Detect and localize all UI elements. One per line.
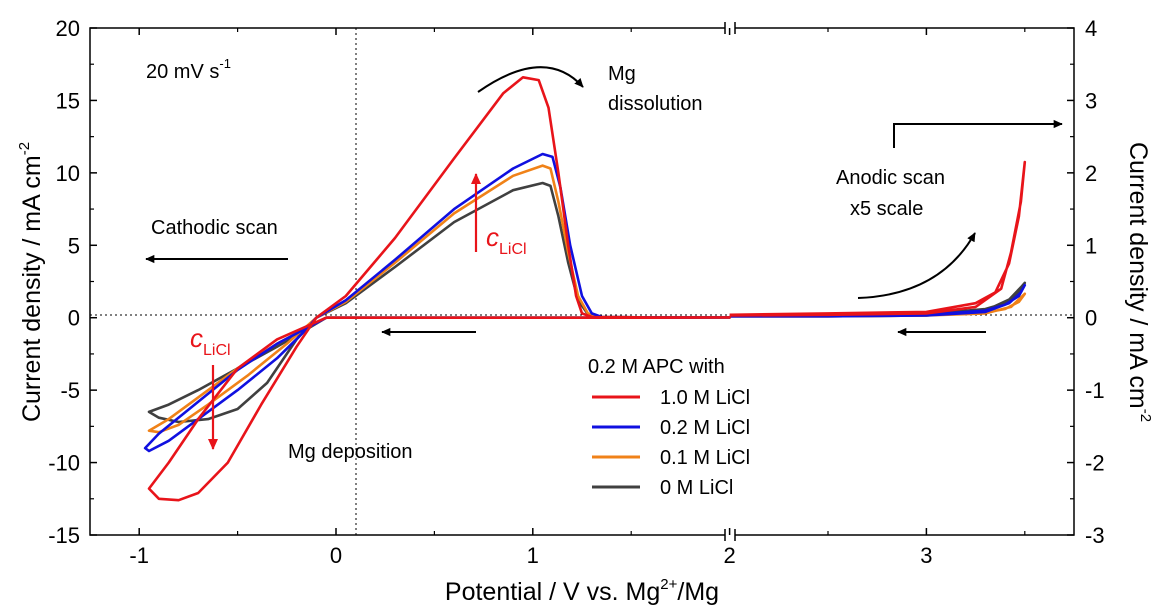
- y-right-tick-label: -2: [1085, 451, 1105, 476]
- y-right-tick-label: 1: [1085, 233, 1097, 258]
- y-left-tick-label: -5: [60, 378, 80, 403]
- y-left-tick-label: 20: [56, 16, 80, 41]
- x-tick-label: -1: [129, 543, 149, 568]
- series-line-1-0-m-licl: [147, 76, 731, 502]
- x-tick-label: 1: [527, 543, 539, 568]
- series-curves: [143, 76, 1027, 502]
- legend-entries: 1.0 M LiCl 0.2 M LiCl 0.1 M LiCl 0 M LiCl: [592, 387, 750, 499]
- x-axis-title: Potential / V vs. Mg2+/Mg: [445, 576, 719, 606]
- y-left-tick-label: -10: [48, 451, 80, 476]
- y-left-axis-ticks: -15 -10 -5 0 5 10 15 20: [48, 16, 97, 548]
- dissolution-arc-arrow: [477, 66, 584, 93]
- legend-entry-label: 0.1 M LiCl: [660, 447, 750, 469]
- y-right-tick-label: 3: [1085, 88, 1097, 113]
- y-right-tick-label: -1: [1085, 378, 1105, 403]
- right-axis-indicator-arrow: [893, 119, 1063, 148]
- y-left-tick-label: -15: [48, 523, 80, 548]
- mg-dissolution-label-line2: dissolution: [608, 93, 703, 115]
- anodic-scan-label-line1: Anodic scan: [836, 167, 945, 189]
- y-left-axis-title: Current density / mA cm-2: [16, 142, 46, 422]
- legend-entry-label: 1.0 M LiCl: [660, 387, 750, 409]
- cathodic-scan-label: Cathodic scan: [151, 217, 278, 239]
- series-anodic-line-0-2-m-licl: [729, 283, 1027, 318]
- series-anodic-line-1-0-m-licl: [729, 160, 1027, 317]
- legend-title: 0.2 M APC with: [588, 356, 725, 378]
- y-right-tick-label: 2: [1085, 161, 1097, 186]
- mg-deposition-label: Mg deposition: [288, 441, 413, 463]
- x-tick-label: 3: [920, 543, 932, 568]
- legend-entry-label: 0 M LiCl: [660, 477, 733, 499]
- y-right-axis-title: Current density / mA cm-2: [1124, 142, 1154, 422]
- series-line-0-2-m-licl: [143, 152, 731, 453]
- x-tick-label: 0: [330, 543, 342, 568]
- y-left-tick-label: 10: [56, 161, 80, 186]
- c-licl-up-label: cLiCl: [486, 222, 527, 258]
- c-licl-down-label: cLiCl: [190, 323, 231, 359]
- y-left-tick-label: 0: [68, 306, 80, 331]
- y-right-tick-label: 0: [1085, 306, 1097, 331]
- y-right-tick-label: -3: [1085, 523, 1105, 548]
- y-right-axis-ticks: -3 -2 -1 0 1 2 3 4: [1067, 16, 1105, 548]
- y-right-tick-label: 4: [1085, 16, 1097, 41]
- y-left-tick-label: 15: [56, 88, 80, 113]
- legend-entry-label: 0.2 M LiCl: [660, 417, 750, 439]
- anodic-scan-arc-arrow: [857, 232, 976, 299]
- y-left-tick-label: 5: [68, 233, 80, 258]
- legend: 0.2 M APC with 1.0 M LiCl 0.2 M LiCl 0.1 M…: [588, 356, 750, 499]
- x-tick-label: 2: [723, 543, 735, 568]
- mg-dissolution-label-line1: Mg: [608, 63, 636, 85]
- anodic-scan-label-line2: x5 scale: [850, 198, 923, 220]
- scan-rate-label: 20 mV s-1: [146, 56, 231, 83]
- x-axis-ticks: -1 0 1 2 3: [129, 28, 1026, 568]
